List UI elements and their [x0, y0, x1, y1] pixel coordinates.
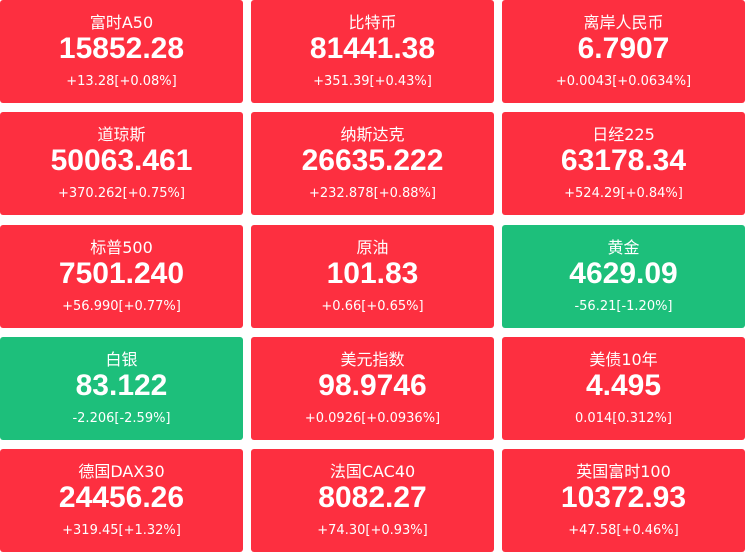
- quote-change: -2.206[-2.59%]: [72, 410, 171, 426]
- quote-value: 26635.222: [301, 144, 444, 178]
- quote-tile[interactable]: 美元指数 98.9746 +0.0926[+0.0936%]: [251, 336, 494, 440]
- quote-tile[interactable]: 法国CAC40 8082.27 +74.30[+0.93%]: [251, 449, 494, 552]
- quote-name: 标普500: [90, 237, 153, 257]
- quote-name: 富时A50: [89, 13, 154, 32]
- quote-tile[interactable]: 富时A50 15852.28 +13.28[+0.08%]: [0, 0, 243, 103]
- quote-name: 道琼斯: [97, 125, 146, 145]
- quote-change: +0.0043[+0.0634%]: [555, 74, 692, 89]
- quote-tile[interactable]: 道琼斯 50063.461 +370.262[+0.75%]: [0, 112, 243, 216]
- quote-value: 24456.26: [58, 481, 185, 514]
- quote-name: 日经225: [592, 125, 655, 145]
- quote-change: +47.58[+0.46%]: [568, 523, 679, 538]
- quote-change: -56.21[-1.20%]: [574, 298, 673, 314]
- quote-name: 英国富时100: [576, 462, 671, 481]
- quote-tile[interactable]: 日经225 63178.34 +524.29[+0.84%]: [502, 112, 745, 216]
- quote-tile[interactable]: 标普500 7501.240 +56.990[+0.77%]: [0, 224, 243, 328]
- quote-name: 纳斯达克: [340, 125, 405, 145]
- quote-name: 原油: [356, 237, 389, 257]
- quote-tile[interactable]: 白银 83.122 -2.206[-2.59%]: [0, 336, 243, 440]
- quote-change: +351.39[+0.43%]: [313, 74, 432, 89]
- quote-change: +74.30[+0.93%]: [317, 523, 428, 538]
- quote-name: 法国CAC40: [329, 462, 416, 481]
- quote-value: 81441.38: [309, 32, 436, 65]
- quote-change: +56.990[+0.77%]: [62, 298, 181, 314]
- quote-value: 10372.93: [560, 481, 687, 514]
- quote-tile[interactable]: 美债10年 4.495 0.014[0.312%]: [502, 336, 745, 440]
- quote-value: 50063.461: [50, 144, 193, 178]
- quote-tile[interactable]: 纳斯达克 26635.222 +232.878[+0.88%]: [251, 112, 494, 216]
- quote-value: 6.7907: [577, 32, 670, 65]
- quote-change: +0.66[+0.65%]: [321, 298, 424, 314]
- quote-tile[interactable]: 德国DAX30 24456.26 +319.45[+1.32%]: [0, 449, 243, 552]
- quote-change: +524.29[+0.84%]: [564, 186, 683, 202]
- quote-change: +0.0926[+0.0936%]: [304, 410, 441, 426]
- quote-name: 比特币: [348, 13, 397, 32]
- quote-name: 黄金: [607, 237, 640, 257]
- quote-tile[interactable]: 离岸人民币 6.7907 +0.0043[+0.0634%]: [502, 0, 745, 103]
- quote-name: 德国DAX30: [78, 462, 165, 481]
- quote-value: 4629.09: [569, 256, 678, 290]
- quote-tile[interactable]: 英国富时100 10372.93 +47.58[+0.46%]: [502, 449, 745, 552]
- quote-name: 离岸人民币: [583, 13, 664, 32]
- quote-change: +13.28[+0.08%]: [66, 74, 177, 89]
- quote-name: 美债10年: [589, 349, 658, 369]
- quote-change: +370.262[+0.75%]: [58, 186, 185, 202]
- quote-value: 101.83: [326, 256, 419, 290]
- quote-tile[interactable]: 原油 101.83 +0.66[+0.65%]: [251, 224, 494, 328]
- quote-tile[interactable]: 比特币 81441.38 +351.39[+0.43%]: [251, 0, 494, 103]
- quote-value: 8082.27: [318, 481, 427, 514]
- quote-value: 4.495: [585, 368, 662, 402]
- quote-change: +232.878[+0.88%]: [309, 186, 436, 202]
- quote-value: 98.9746: [318, 368, 427, 402]
- quote-change: 0.014[0.312%]: [575, 410, 672, 426]
- quote-value: 83.122: [75, 368, 168, 402]
- quote-name: 美元指数: [340, 349, 405, 369]
- quote-value: 15852.28: [58, 32, 185, 65]
- quote-name: 白银: [105, 349, 138, 369]
- quote-value: 7501.240: [58, 256, 185, 290]
- quote-tile[interactable]: 黄金 4629.09 -56.21[-1.20%]: [502, 224, 745, 328]
- quote-change: +319.45[+1.32%]: [62, 523, 181, 538]
- quote-value: 63178.34: [560, 144, 687, 178]
